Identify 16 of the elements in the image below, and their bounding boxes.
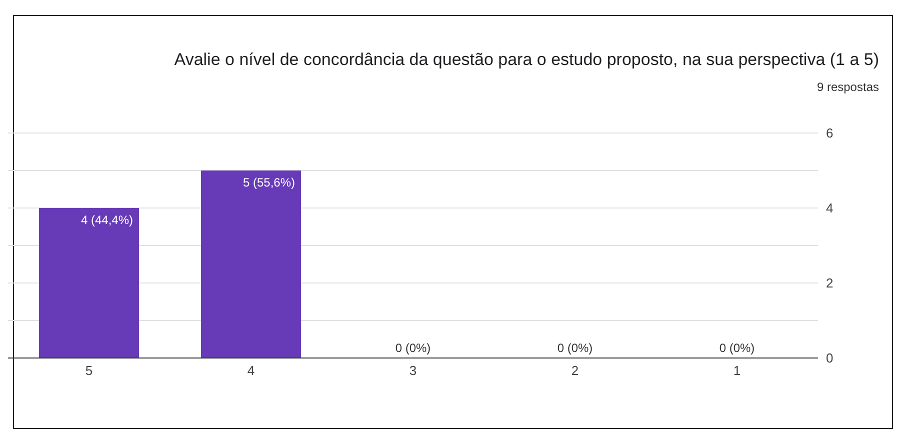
chart-title: Avalie o nível de concordância da questão para o estudo proposto, na sua perspectiva (1 a 5) — [174, 50, 879, 70]
x-tick-label: 4 — [247, 363, 255, 378]
y-tick-label: 6 — [826, 126, 834, 141]
data-label: 5 (55,6%) — [242, 176, 295, 190]
x-tick-label: 3 — [409, 363, 417, 378]
y-tick-label: 0 — [826, 350, 834, 366]
data-label: 0 (0%) — [557, 341, 593, 355]
y-tick-label: 4 — [826, 200, 834, 216]
x-tick-label: 5 — [85, 363, 93, 378]
data-label: 0 (0%) — [719, 341, 755, 355]
data-label: 0 (0%) — [395, 341, 431, 355]
x-tick-label: 1 — [733, 363, 741, 378]
data-label: 4 (44,4%) — [80, 213, 133, 227]
y-tick-label: 2 — [826, 276, 834, 291]
x-tick-label: 2 — [571, 363, 579, 378]
text: 9 respostas — [816, 80, 879, 94]
